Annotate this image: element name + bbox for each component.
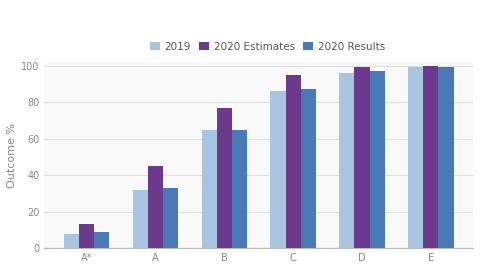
- Bar: [79, 224, 94, 248]
- Bar: [286, 75, 300, 248]
- Bar: [64, 234, 79, 248]
- Bar: [163, 188, 178, 248]
- Bar: [202, 130, 216, 248]
- Bar: [354, 68, 370, 248]
- Bar: [423, 66, 438, 248]
- Bar: [216, 108, 232, 248]
- Bar: [94, 232, 109, 248]
- Bar: [132, 190, 148, 248]
- Bar: [339, 73, 354, 248]
- Legend: 2019, 2020 Estimates, 2020 Results: 2019, 2020 Estimates, 2020 Results: [145, 38, 389, 56]
- Bar: [148, 166, 163, 248]
- Bar: [300, 89, 316, 248]
- Bar: [232, 130, 247, 248]
- Bar: [370, 71, 384, 248]
- Bar: [270, 91, 286, 248]
- Bar: [438, 68, 454, 248]
- Bar: [408, 68, 423, 248]
- Y-axis label: Outcome %: Outcome %: [7, 123, 17, 188]
